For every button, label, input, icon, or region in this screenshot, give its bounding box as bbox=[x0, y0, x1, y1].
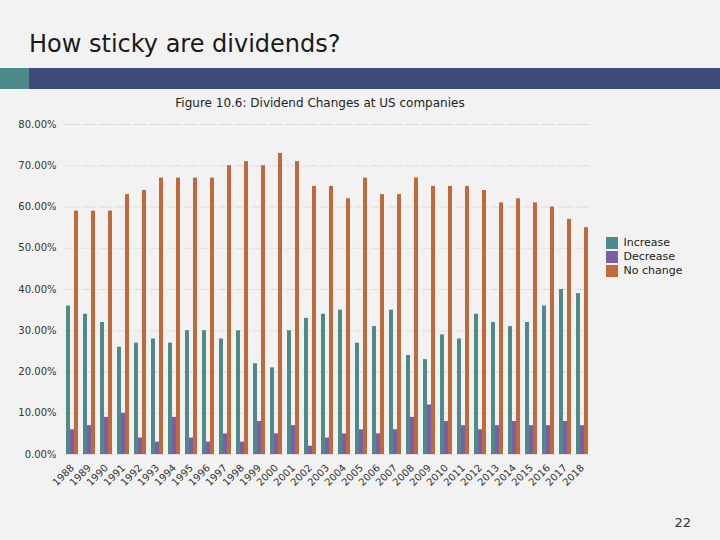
svg-text:60.00%: 60.00% bbox=[18, 201, 56, 212]
svg-text:2009: 2009 bbox=[407, 462, 434, 488]
svg-text:2014: 2014 bbox=[492, 462, 519, 488]
svg-text:2018: 2018 bbox=[560, 462, 586, 488]
svg-text:1989: 1989 bbox=[67, 462, 94, 488]
html-text:No change: No change bbox=[623, 264, 683, 277]
svg-text:80.00%: 80.00% bbox=[18, 119, 56, 130]
svg-text:1992: 1992 bbox=[118, 462, 145, 488]
svg-text:2001: 2001 bbox=[271, 462, 298, 488]
html-text:How sticky are dividends?: How sticky are dividends? bbox=[29, 30, 341, 58]
svg-text:1988: 1988 bbox=[50, 462, 77, 488]
svg-text:2004: 2004 bbox=[322, 462, 349, 488]
svg-text:2016: 2016 bbox=[526, 462, 553, 488]
svg-text:30.00%: 30.00% bbox=[18, 325, 56, 336]
svg-text:2012: 2012 bbox=[458, 462, 485, 488]
svg-text:1997: 1997 bbox=[203, 462, 230, 488]
svg-text:10.00%: 10.00% bbox=[18, 407, 56, 418]
svg-text:0.00%: 0.00% bbox=[25, 449, 57, 460]
svg-text:20.00%: 20.00% bbox=[18, 366, 56, 377]
svg-text:2003: 2003 bbox=[305, 462, 332, 488]
svg-text:2005: 2005 bbox=[339, 462, 366, 488]
html-text:Figure 10.6: Dividend Changes: Figure 10.6: Dividend Changes at US comp… bbox=[175, 96, 465, 110]
svg-text:2007: 2007 bbox=[373, 462, 400, 488]
svg-text:2008: 2008 bbox=[390, 462, 417, 488]
svg-text:1998: 1998 bbox=[220, 462, 247, 488]
html-text:22: 22 bbox=[674, 515, 691, 530]
svg-text:1990: 1990 bbox=[84, 462, 111, 488]
html-text:Increase: Increase bbox=[623, 236, 671, 249]
svg-text:2000: 2000 bbox=[254, 462, 281, 488]
svg-text:2006: 2006 bbox=[356, 462, 383, 488]
svg-text:2010: 2010 bbox=[424, 462, 451, 488]
svg-text:2015: 2015 bbox=[509, 462, 536, 488]
svg-text:2002: 2002 bbox=[288, 462, 315, 488]
svg-text:1994: 1994 bbox=[152, 462, 179, 488]
svg-text:1999: 1999 bbox=[237, 462, 264, 488]
svg-text:1995: 1995 bbox=[169, 462, 196, 488]
svg-text:2013: 2013 bbox=[475, 462, 502, 488]
svg-text:50.00%: 50.00% bbox=[18, 242, 56, 253]
svg-text:1993: 1993 bbox=[135, 462, 162, 488]
svg-text:2011: 2011 bbox=[441, 462, 468, 488]
svg-text:2017: 2017 bbox=[543, 462, 570, 488]
svg-text:70.00%: 70.00% bbox=[18, 160, 56, 171]
svg-text:1991: 1991 bbox=[101, 462, 128, 488]
svg-text:1996: 1996 bbox=[186, 462, 213, 488]
html-text:Decrease: Decrease bbox=[623, 250, 676, 263]
svg-text:40.00%: 40.00% bbox=[18, 284, 56, 295]
